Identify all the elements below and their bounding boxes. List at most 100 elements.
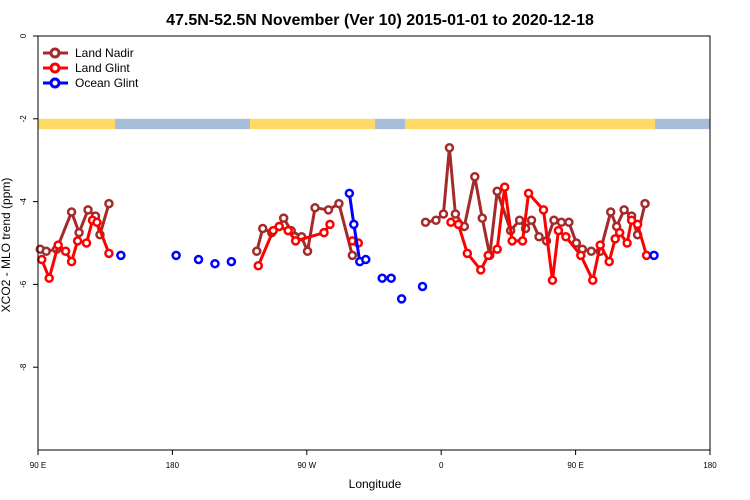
data-point-land-glint	[462, 248, 473, 259]
data-point-land-glint	[632, 219, 643, 230]
data-point-land-nadir	[605, 207, 616, 217]
data-point-ocean-glint	[193, 254, 204, 265]
data-point-land-nadir	[438, 209, 449, 219]
chart-title: 47.5N-52.5N November (Ver 10) 2015-01-01…	[166, 12, 594, 29]
x-tick-label: 180	[166, 461, 180, 470]
y-tick-label: -8	[19, 363, 28, 371]
data-point-land-glint	[483, 250, 493, 261]
data-point-land-nadir	[278, 213, 289, 223]
data-point-land-glint	[507, 236, 517, 246]
data-point-land-glint	[595, 240, 605, 250]
data-point-ocean-glint	[417, 281, 428, 292]
y-tick-label: 0	[19, 33, 28, 38]
data-point-land-glint	[610, 234, 620, 244]
data-point-land-nadir	[571, 238, 582, 248]
band-segment-land	[38, 118, 115, 130]
band-segment-land	[455, 118, 655, 130]
data-point-land-nadir	[470, 172, 480, 182]
legend-label-land-glint: Land Glint	[75, 61, 130, 75]
band-segment-ocean	[375, 118, 405, 130]
data-point-land-glint	[274, 221, 284, 232]
x-tick-label: 0	[439, 461, 444, 470]
band-segment-land	[250, 118, 375, 130]
plot-frame	[37, 35, 711, 451]
data-point-land-glint	[553, 225, 564, 236]
data-point-land-glint	[253, 261, 264, 271]
data-point-land-nadir	[450, 209, 461, 219]
data-point-land-nadir	[526, 215, 537, 225]
data-point-land-glint	[36, 254, 47, 265]
data-point-land-nadir	[302, 246, 313, 257]
data-point-land-nadir	[534, 232, 544, 242]
data-point-land-glint	[290, 236, 301, 246]
data-point-ocean-glint	[344, 188, 355, 199]
data-point-land-glint	[81, 238, 92, 248]
data-point-land-nadir	[310, 203, 320, 213]
data-point-land-nadir	[420, 217, 431, 228]
series-ocean-glint	[116, 188, 659, 304]
data-point-ocean-glint	[210, 258, 220, 269]
data-point-land-glint	[538, 205, 549, 215]
data-point-land-nadir	[41, 246, 51, 257]
data-point-land-nadir	[556, 217, 567, 228]
data-point-land-nadir	[640, 198, 650, 209]
x-axis-label: Longitude	[349, 477, 402, 491]
data-point-land-glint	[44, 273, 54, 283]
data-point-land-glint	[588, 275, 598, 286]
data-point-land-nadir	[104, 198, 114, 209]
data-point-land-glint	[523, 188, 534, 199]
series-land-glint	[36, 182, 652, 286]
data-point-land-glint	[60, 246, 71, 257]
data-point-ocean-glint	[386, 273, 396, 283]
data-point-land-glint	[517, 236, 528, 246]
data-point-land-glint	[547, 275, 558, 286]
data-point-land-nadir	[323, 205, 334, 215]
data-point-land-glint	[104, 248, 114, 259]
y-tick-label: -4	[19, 197, 28, 205]
legend-marker-land-nadir	[49, 47, 61, 59]
data-point-land-nadir	[549, 215, 559, 225]
x-tick-label: 90 E	[567, 461, 583, 470]
data-point-land-nadir	[66, 207, 77, 217]
legend-marker-ocean-glint	[49, 77, 61, 89]
data-point-land-glint	[604, 256, 614, 267]
band-segment-land	[405, 118, 455, 130]
data-point-ocean-glint	[116, 250, 126, 261]
data-point-land-glint	[453, 219, 464, 230]
data-point-land-glint	[446, 217, 456, 228]
data-point-land-nadir	[83, 205, 93, 215]
data-point-land-glint	[66, 256, 77, 267]
data-point-land-nadir	[444, 143, 455, 153]
data-point-ocean-glint	[171, 250, 181, 261]
data-point-land-nadir	[257, 223, 268, 234]
data-point-land-glint	[561, 232, 571, 242]
data-point-ocean-glint	[349, 219, 359, 230]
data-point-land-glint	[614, 227, 625, 238]
data-point-land-glint	[626, 215, 637, 225]
data-point-land-glint	[325, 219, 335, 230]
data-point-land-nadir	[586, 246, 597, 257]
band-segment-ocean	[655, 118, 710, 130]
y-axis-label: XCO2 - MLO trend (ppm)	[0, 178, 13, 313]
data-point-land-glint	[53, 240, 63, 250]
axis-ticks: 90 E 180 90 W 0 90 E 180 0 -2 -4 -6 -8	[19, 33, 717, 470]
data-point-land-glint	[72, 236, 83, 246]
data-point-land-glint	[492, 244, 502, 254]
data-point-ocean-glint	[396, 294, 407, 304]
data-point-land-glint	[319, 227, 329, 238]
y-tick-label: -6	[19, 280, 28, 288]
data-point-land-nadir	[564, 217, 574, 228]
data-point-land-nadir	[492, 186, 502, 196]
x-tick-label: 90 E	[30, 461, 46, 470]
data-point-land-glint	[92, 217, 102, 228]
data-point-land-glint	[283, 225, 293, 236]
data-point-land-nadir	[514, 215, 525, 225]
data-point-land-glint	[476, 265, 486, 275]
data-point-land-nadir	[347, 250, 358, 261]
x-tick-label: 180	[703, 461, 717, 470]
data-point-land-nadir	[334, 198, 344, 209]
x-tick-label: 90 W	[297, 461, 316, 470]
data-point-land-glint	[622, 238, 632, 248]
data-point-land-glint	[641, 250, 652, 261]
